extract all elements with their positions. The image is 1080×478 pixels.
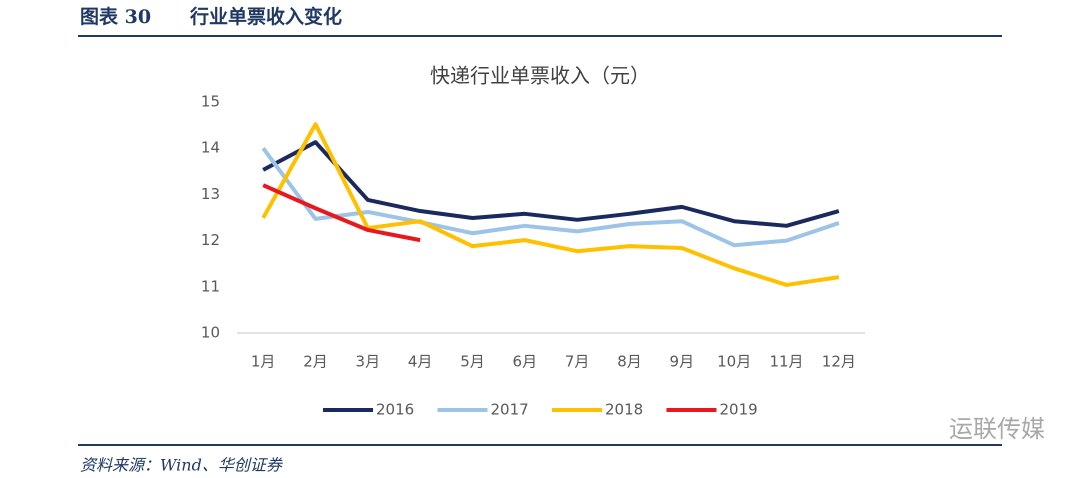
source: 资料来源：Wind、华创证券 xyxy=(80,456,284,475)
legend-label: 2018 xyxy=(605,401,643,419)
y-tick-label: 14 xyxy=(201,139,220,157)
x-tick-label: 5月 xyxy=(460,353,485,371)
x-tick-label: 10月 xyxy=(717,353,751,371)
watermark: 运联传媒 xyxy=(949,415,1045,443)
x-tick-label: 1月 xyxy=(251,353,276,371)
figure-number: 图表 30 xyxy=(80,5,151,28)
x-tick-label: 4月 xyxy=(408,353,433,371)
x-tick-label: 11月 xyxy=(769,353,803,371)
legend-label: 2016 xyxy=(376,401,414,419)
x-tick-label: 6月 xyxy=(513,353,538,371)
y-tick-label: 11 xyxy=(201,277,220,295)
x-tick-label: 2月 xyxy=(303,353,328,371)
series-line xyxy=(261,122,840,287)
x-tick-label: 8月 xyxy=(617,353,642,371)
y-tick-label: 12 xyxy=(201,231,220,249)
x-tick-label: 7月 xyxy=(565,353,590,371)
x-tick-label: 3月 xyxy=(356,353,381,371)
legend-label: 2019 xyxy=(720,401,758,419)
y-tick-label: 13 xyxy=(201,185,220,203)
x-tick-label: 12月 xyxy=(822,353,856,371)
chart-title: 快递行业单票收入（元） xyxy=(430,64,650,88)
x-tick-label: 9月 xyxy=(670,353,695,371)
y-tick-label: 10 xyxy=(201,324,220,342)
series-line xyxy=(261,147,840,248)
figure-title: 行业单票收入变化 xyxy=(189,5,342,28)
series-line xyxy=(262,140,840,228)
y-tick-label: 15 xyxy=(201,93,220,111)
legend-label: 2017 xyxy=(491,401,529,419)
series-line xyxy=(262,183,421,243)
